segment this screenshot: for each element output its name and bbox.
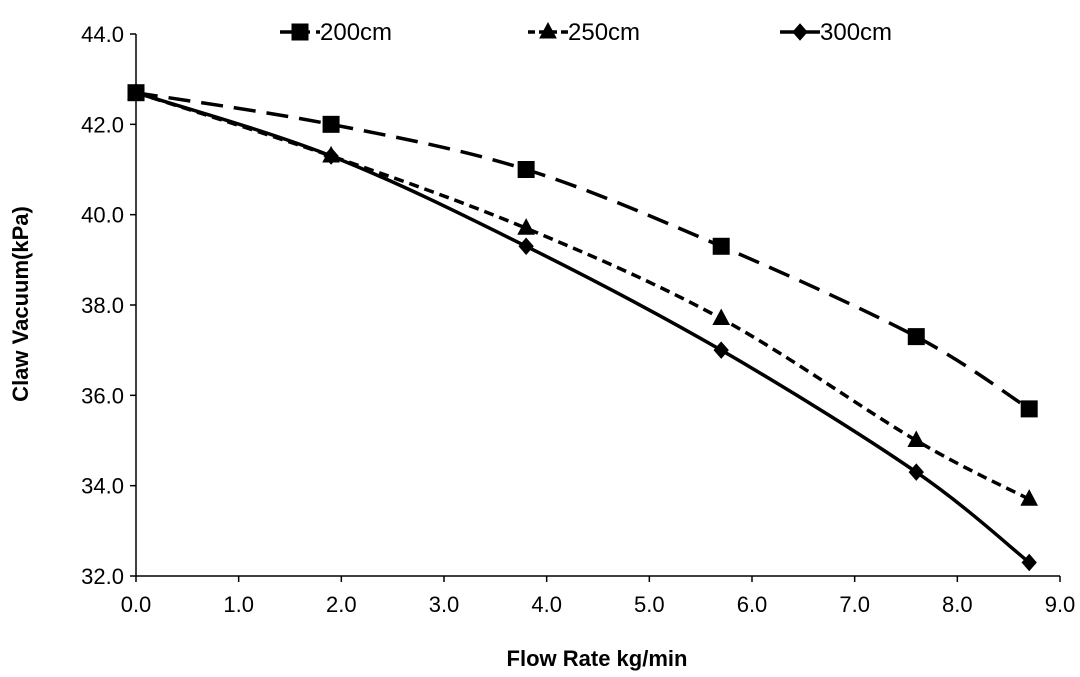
diamond-marker [323,147,339,165]
x-axis-title: Flow Rate kg/min [507,646,688,671]
legend-label: 200cm [320,19,392,46]
legend-label: 250cm [568,19,640,46]
y-tick-label: 42.0 [81,112,124,137]
x-tick-label: 5.0 [634,592,665,617]
series-lines [135,90,1031,564]
square-marker [1020,400,1038,418]
triangle-marker [1020,489,1039,506]
x-tick-label: 9.0 [1045,592,1076,617]
square-marker [322,115,340,133]
series-markers [127,82,1039,572]
y-tick-label: 44.0 [81,22,124,47]
x-tick-label: 8.0 [942,592,973,617]
square-marker [517,161,535,178]
x-tick-label: 7.0 [839,592,870,617]
x-tick-label: 3.0 [429,592,460,617]
y-tick-label: 36.0 [81,383,124,408]
y-tick-label: 40.0 [81,203,124,228]
triangle-marker [907,430,926,447]
x-tick-label: 0.0 [121,592,152,617]
x-tick-label: 2.0 [326,592,357,617]
axes: 32.0 34.0 36.0 38.0 40.0 42.0 44.0 0.0 1.0 2.0 3.0… [81,22,1075,617]
square-marker [712,237,730,255]
diamond-marker [713,341,729,359]
y-tick-label: 34.0 [81,474,124,499]
series-line-250cm [135,91,1031,501]
diamond-marker [1021,553,1037,572]
diamond-marker [908,463,924,481]
x-tick-label: 1.0 [223,592,254,617]
x-tick-label: 6.0 [737,592,768,617]
legend-square-marker [291,23,309,41]
legend-triangle-marker [539,21,557,39]
square-marker [907,328,925,346]
x-tick-label: 4.0 [531,592,562,617]
legend-label: 300cm [820,19,892,46]
legend-diamond-marker [792,23,808,41]
triangle-marker [712,308,731,326]
y-tick-label: 32.0 [81,564,124,589]
series-line-200cm [135,90,1031,411]
triangle-marker [517,218,535,235]
legend: 200cm 250cm 300cm [280,19,892,46]
y-tick-label: 38.0 [81,293,124,318]
diamond-marker [128,83,144,102]
diamond-marker [518,237,534,256]
y-axis-title: Claw Vacuum(kPa) [8,206,33,402]
